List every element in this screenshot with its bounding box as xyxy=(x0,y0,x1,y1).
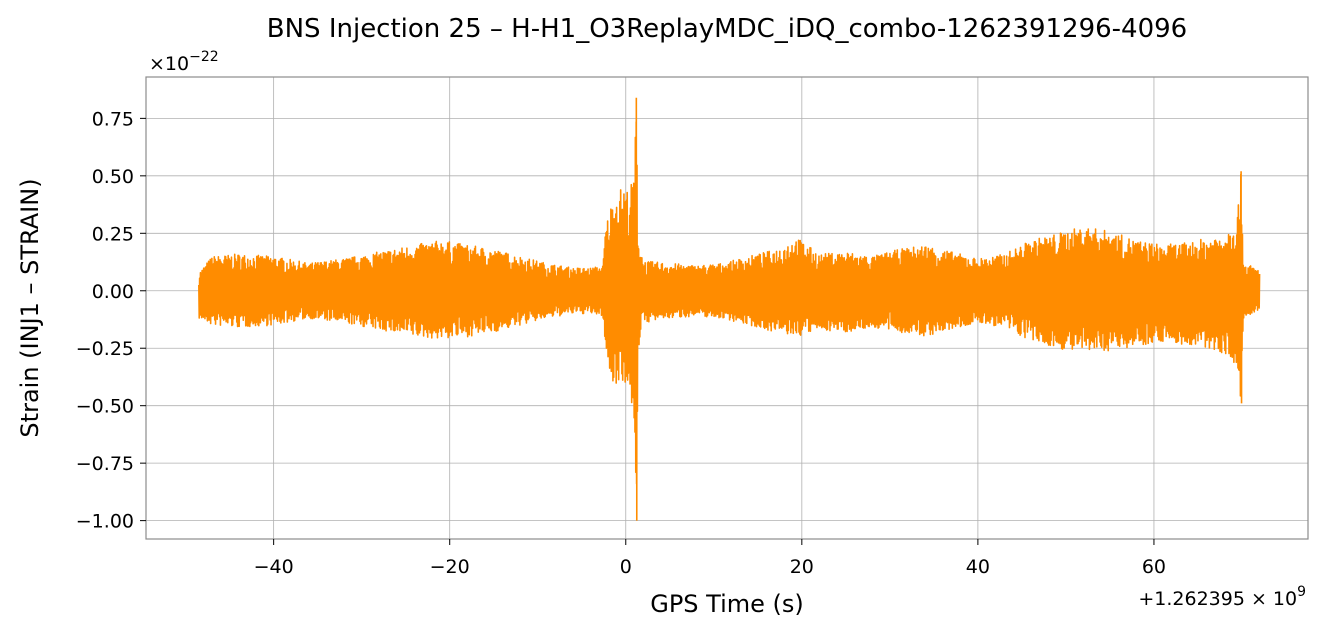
y-axis-scale-label: ×10−22 xyxy=(149,49,219,75)
y-axis-label: Strain (INJ1 – STRAIN) xyxy=(16,178,44,437)
y-tick-label: 0.25 xyxy=(92,223,134,245)
x-offset-base: × 10 xyxy=(1251,588,1297,610)
y-tick-label: −0.25 xyxy=(76,338,134,360)
x-tick-label: −20 xyxy=(430,556,470,578)
series-layer xyxy=(198,97,1261,521)
y-tick-label: 0.50 xyxy=(92,166,134,188)
y-tick-label: −0.50 xyxy=(76,396,134,418)
x-offset-value: +1.262395 xyxy=(1138,588,1245,610)
y-tick-label: −0.75 xyxy=(76,453,134,475)
chart-title: BNS Injection 25 – H-H1_O3ReplayMDC_iDQ_… xyxy=(267,14,1187,44)
y-tick-label: 0.00 xyxy=(92,281,134,303)
x-axis-ticks: −40 −20 0 20 40 60 xyxy=(254,539,1166,578)
y-scale-base: ×10 xyxy=(149,53,189,75)
x-tick-label: 60 xyxy=(1142,556,1166,578)
y-tick-label: 0.75 xyxy=(92,108,134,130)
x-offset-exponent: 9 xyxy=(1297,584,1306,600)
x-axis-label: GPS Time (s) xyxy=(650,590,804,618)
x-tick-label: 40 xyxy=(966,556,990,578)
x-tick-label: 20 xyxy=(790,556,814,578)
x-tick-label: 0 xyxy=(620,556,632,578)
x-tick-label: −40 xyxy=(254,556,294,578)
strain-series-line xyxy=(198,97,1261,521)
x-axis-offset-label: +1.262395 × 109 xyxy=(1138,584,1306,610)
y-tick-label: −1.00 xyxy=(76,511,134,533)
y-axis-ticks: 0.75 0.50 0.25 0.00 −0.25 −0.50 −0.75 −1.00 xyxy=(76,108,146,533)
y-scale-exponent: −22 xyxy=(189,49,219,65)
plot-frame xyxy=(145,76,1309,540)
